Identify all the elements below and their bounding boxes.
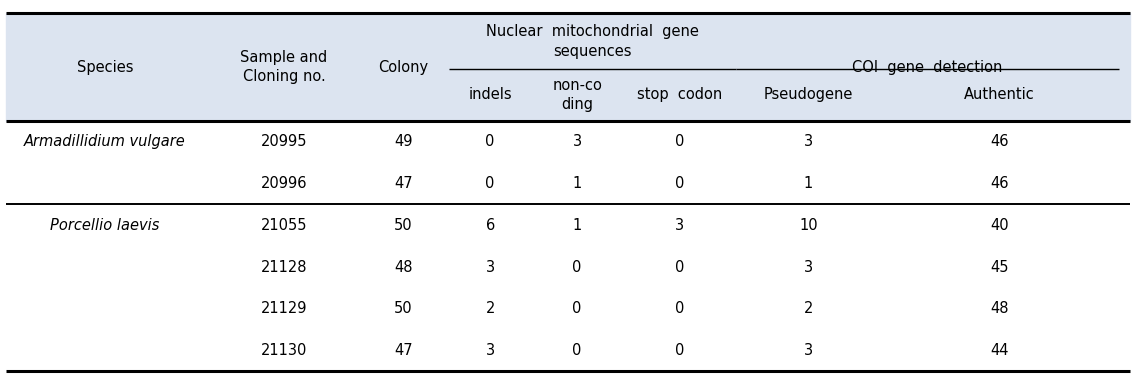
Text: Authentic: Authentic	[964, 88, 1035, 102]
Text: 20995: 20995	[261, 134, 307, 149]
Text: 2: 2	[803, 301, 813, 316]
Text: 21130: 21130	[261, 343, 307, 358]
Text: 20996: 20996	[261, 176, 307, 191]
Text: 50: 50	[394, 218, 412, 233]
Text: Species: Species	[77, 59, 133, 75]
Text: Sample and
Cloning no.: Sample and Cloning no.	[241, 50, 327, 85]
Text: 2: 2	[485, 301, 495, 316]
Text: 0: 0	[573, 259, 582, 275]
Text: 40: 40	[991, 218, 1009, 233]
Text: 3: 3	[675, 218, 684, 233]
Text: 6: 6	[485, 218, 495, 233]
Text: 10: 10	[799, 218, 818, 233]
Text: 0: 0	[675, 301, 684, 316]
Text: 3: 3	[803, 343, 813, 358]
Text: 0: 0	[675, 176, 684, 191]
Text: 48: 48	[394, 259, 412, 275]
Text: 0: 0	[675, 343, 684, 358]
Text: Porcellio laevis: Porcellio laevis	[50, 218, 160, 233]
Text: 48: 48	[991, 301, 1009, 316]
Text: 0: 0	[573, 301, 582, 316]
Text: 1: 1	[573, 218, 582, 233]
Text: 47: 47	[394, 343, 412, 358]
Text: indels: indels	[468, 88, 512, 102]
Text: 0: 0	[485, 176, 495, 191]
Text: 0: 0	[675, 134, 684, 149]
Text: 0: 0	[485, 134, 495, 149]
Text: 21129: 21129	[261, 301, 307, 316]
Text: 3: 3	[573, 134, 582, 149]
Text: 49: 49	[394, 134, 412, 149]
Text: 3: 3	[803, 259, 813, 275]
Text: 3: 3	[485, 259, 495, 275]
Text: 46: 46	[991, 134, 1009, 149]
Text: Pseudogene: Pseudogene	[763, 88, 853, 102]
Text: Nuclear  mitochondrial  gene
sequences: Nuclear mitochondrial gene sequences	[486, 24, 699, 59]
Text: stop  codon: stop codon	[636, 88, 722, 102]
Text: 21128: 21128	[261, 259, 307, 275]
Text: 3: 3	[803, 134, 813, 149]
Text: 1: 1	[573, 176, 582, 191]
Text: 1: 1	[803, 176, 813, 191]
Text: 44: 44	[991, 343, 1009, 358]
Text: 45: 45	[991, 259, 1009, 275]
Text: 0: 0	[675, 259, 684, 275]
Text: 46: 46	[991, 176, 1009, 191]
Bar	[6, 13, 1130, 121]
Text: 50: 50	[394, 301, 412, 316]
Text: 0: 0	[573, 343, 582, 358]
Text: Colony: Colony	[378, 59, 428, 75]
Text: non-co
ding: non-co ding	[552, 78, 602, 112]
Text: Armadillidium vulgare: Armadillidium vulgare	[24, 134, 186, 149]
Text: 3: 3	[485, 343, 495, 358]
Text: COI  gene  detection: COI gene detection	[852, 59, 1003, 75]
Text: 21055: 21055	[261, 218, 307, 233]
Text: 47: 47	[394, 176, 412, 191]
